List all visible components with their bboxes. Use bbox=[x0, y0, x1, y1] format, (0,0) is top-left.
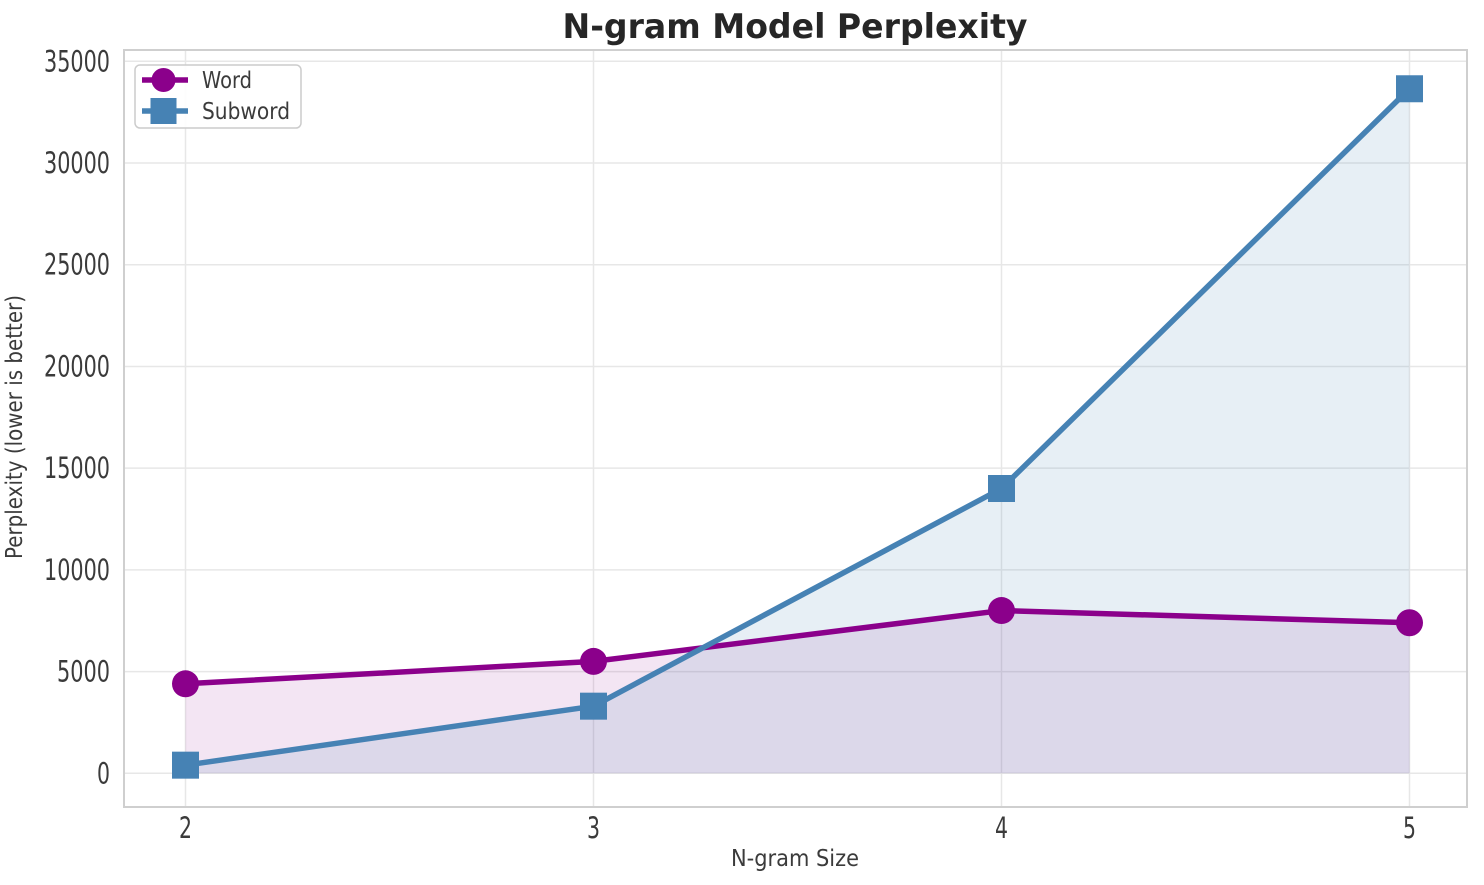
legend-marker-word bbox=[151, 68, 176, 92]
x-tick-label: 2 bbox=[179, 811, 192, 845]
y-tick-label: 15000 bbox=[44, 451, 110, 485]
y-tick-label: 0 bbox=[97, 756, 110, 790]
plot-border bbox=[123, 49, 1468, 808]
data-point-subword bbox=[172, 751, 199, 779]
y-tick-label: 5000 bbox=[57, 655, 110, 689]
data-point-word bbox=[580, 647, 607, 675]
data-series bbox=[172, 75, 1423, 779]
area-fills bbox=[185, 88, 1410, 774]
y-tick-label: 30000 bbox=[44, 146, 110, 180]
y-tick-label: 10000 bbox=[44, 553, 110, 587]
y-axis-label: Perplexity (lower is better) bbox=[2, 295, 28, 559]
y-tick-label: 35000 bbox=[44, 44, 110, 78]
data-point-word bbox=[1396, 609, 1423, 637]
tick-labels: 0 5000 10000 15000 20000 25000 30000 35000 2 3 4 5 bbox=[44, 44, 1416, 845]
x-axis-label: N-gram Size bbox=[731, 846, 859, 872]
data-point-subword bbox=[1396, 75, 1423, 103]
series-line-subword bbox=[185, 86, 1412, 768]
x-tick-label: 5 bbox=[1403, 811, 1416, 845]
data-point-subword bbox=[988, 475, 1015, 502]
chart-title: N-gram Model Perplexity bbox=[563, 7, 1028, 47]
axes-spines bbox=[123, 49, 1468, 808]
data-point-subword bbox=[580, 692, 607, 720]
data-point-word bbox=[172, 670, 199, 698]
x-tick-label: 4 bbox=[995, 811, 1008, 845]
area-fill-subword bbox=[185, 88, 1410, 774]
data-point-word bbox=[988, 597, 1015, 625]
legend: Word Subword bbox=[134, 64, 302, 129]
gridlines bbox=[124, 50, 1467, 807]
series-line-word bbox=[185, 607, 1410, 687]
legend-label-word: Word bbox=[202, 68, 252, 94]
x-tick-label: 3 bbox=[587, 811, 600, 845]
y-tick-label: 20000 bbox=[44, 349, 110, 383]
y-tick-label: 25000 bbox=[44, 248, 110, 282]
legend-label-subword: Subword bbox=[202, 99, 290, 125]
legend-marker-subword bbox=[150, 98, 177, 124]
area-fill-word bbox=[185, 610, 1410, 774]
